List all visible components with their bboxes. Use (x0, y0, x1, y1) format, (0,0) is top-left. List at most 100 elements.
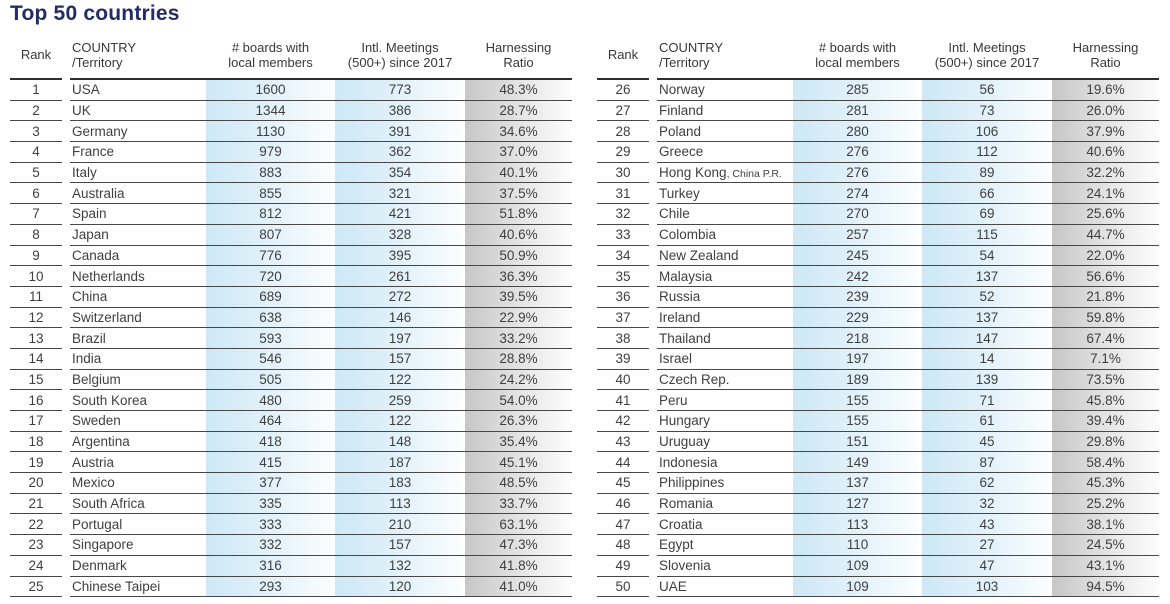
country-cell: UAE (657, 576, 793, 598)
boards-cell: 257 (793, 224, 922, 246)
ratio-cell: 45.8% (1052, 389, 1159, 411)
row-line-gap (62, 576, 70, 597)
country-cell: Germany (70, 120, 206, 143)
ratio-cell: 37.5% (465, 182, 572, 205)
boards-cell: 480 (206, 389, 335, 411)
table-row: 23 Singapore 332 157 47.3% (10, 534, 572, 556)
boards-cell: 155 (793, 389, 922, 411)
meetings-cell: 137 (922, 307, 1052, 329)
meetings-cell: 157 (335, 348, 465, 370)
country-name: Japan (72, 227, 109, 243)
country-cell: Philippines (657, 472, 793, 494)
country-name: Netherlands (72, 268, 145, 284)
boards-cell: 335 (206, 493, 335, 515)
boards-cell: 1130 (206, 120, 335, 143)
col-header-rank: Rank (597, 35, 649, 80)
rank-cell: 36 (597, 286, 649, 308)
boards-cell: 218 (793, 327, 922, 349)
country-name: Malaysia (659, 268, 713, 284)
table-row: 29 Greece 276 112 40.6% (597, 141, 1159, 163)
boards-cell: 280 (793, 120, 922, 143)
ratio-cell: 39.4% (1052, 410, 1159, 432)
table-row: 11 China 689 272 39.5% (10, 286, 572, 308)
meetings-cell: 272 (335, 286, 465, 308)
table-header: Rank COUNTRY /Territory # boards with lo… (597, 35, 1159, 80)
rank-cell: 42 (597, 410, 649, 432)
meetings-cell: 187 (335, 451, 465, 474)
meetings-cell: 261 (335, 265, 465, 287)
table-row: 30 Hong Kong, China P.R. 276 89 32.2% (597, 162, 1159, 184)
country-name: Israel (659, 351, 693, 367)
country-cell: Israel (657, 348, 793, 370)
country-cell: Uruguay (657, 431, 793, 453)
col-header-country: COUNTRY /Territory (70, 35, 206, 80)
country-cell: Indonesia (657, 451, 793, 474)
country-cell: Sweden (70, 410, 206, 432)
rank-cell: 23 (10, 534, 62, 556)
table-row: 14 India 546 157 28.8% (10, 348, 572, 370)
row-line-gap (62, 514, 70, 535)
meetings-cell: 139 (922, 369, 1052, 391)
rank-cell: 44 (597, 451, 649, 474)
country-name: Poland (659, 123, 702, 139)
meetings-cell: 66 (922, 182, 1052, 205)
country-name: Thailand (659, 330, 711, 346)
row-line-gap (649, 348, 657, 369)
rank-cell: 14 (10, 348, 62, 370)
rank-cell: 48 (597, 534, 649, 556)
meetings-cell: 120 (335, 576, 465, 598)
boards-cell: 883 (206, 162, 335, 184)
table-row: 33 Colombia 257 115 44.7% (597, 224, 1159, 246)
boards-cell: 189 (793, 369, 922, 391)
table-row: 15 Belgium 505 122 24.2% (10, 369, 572, 391)
ratio-cell: 37.0% (465, 141, 572, 163)
country-cell: China (70, 286, 206, 308)
ratio-cell: 24.1% (1052, 182, 1159, 205)
table-row: 31 Turkey 274 66 24.1% (597, 182, 1159, 205)
row-line-gap (649, 245, 657, 266)
meetings-cell: 56 (922, 79, 1052, 101)
meetings-cell: 47 (922, 555, 1052, 577)
country-name: Sweden (72, 413, 121, 429)
rank-cell: 41 (597, 389, 649, 411)
country-cell: Greece (657, 141, 793, 163)
country-cell: Argentina (70, 431, 206, 453)
rank-cell: 37 (597, 307, 649, 329)
country-name: Singapore (72, 537, 134, 553)
table-row: 48 Egypt 110 27 24.5% (597, 534, 1159, 556)
meetings-cell: 147 (922, 327, 1052, 349)
rank-cell: 8 (10, 224, 62, 246)
ratio-cell: 28.8% (465, 348, 572, 370)
meetings-cell: 391 (335, 120, 465, 143)
table-row: 28 Poland 280 106 37.9% (597, 120, 1159, 143)
country-cell: India (70, 348, 206, 370)
table-row: 24 Denmark 316 132 41.8% (10, 555, 572, 577)
meetings-cell: 27 (922, 534, 1052, 556)
meetings-cell: 52 (922, 286, 1052, 308)
row-line-gap (649, 535, 657, 556)
country-name: Chile (659, 206, 690, 222)
rank-cell: 17 (10, 410, 62, 432)
meetings-cell: 386 (335, 100, 465, 122)
row-line-gap (62, 204, 70, 225)
table-header: Rank COUNTRY /Territory # boards with lo… (10, 35, 572, 80)
row-line-gap (62, 142, 70, 163)
row-line-gap (649, 121, 657, 142)
country-cell: South Korea (70, 389, 206, 411)
country-name: Denmark (72, 558, 127, 574)
row-line-gap (649, 514, 657, 535)
row-line-gap (62, 245, 70, 266)
row-line-gap (62, 328, 70, 349)
rank-cell: 2 (10, 100, 62, 122)
meetings-cell: 362 (335, 141, 465, 163)
country-cell: Russia (657, 286, 793, 308)
ratio-cell: 33.7% (465, 493, 572, 515)
country-cell: USA (70, 79, 206, 101)
table-row: 13 Brazil 593 197 33.2% (10, 327, 572, 349)
country-name: Romania (659, 496, 714, 512)
boards-cell: 110 (793, 534, 922, 556)
row-line-gap (649, 162, 657, 183)
country-name: Brazil (72, 330, 106, 346)
rank-cell: 32 (597, 203, 649, 225)
